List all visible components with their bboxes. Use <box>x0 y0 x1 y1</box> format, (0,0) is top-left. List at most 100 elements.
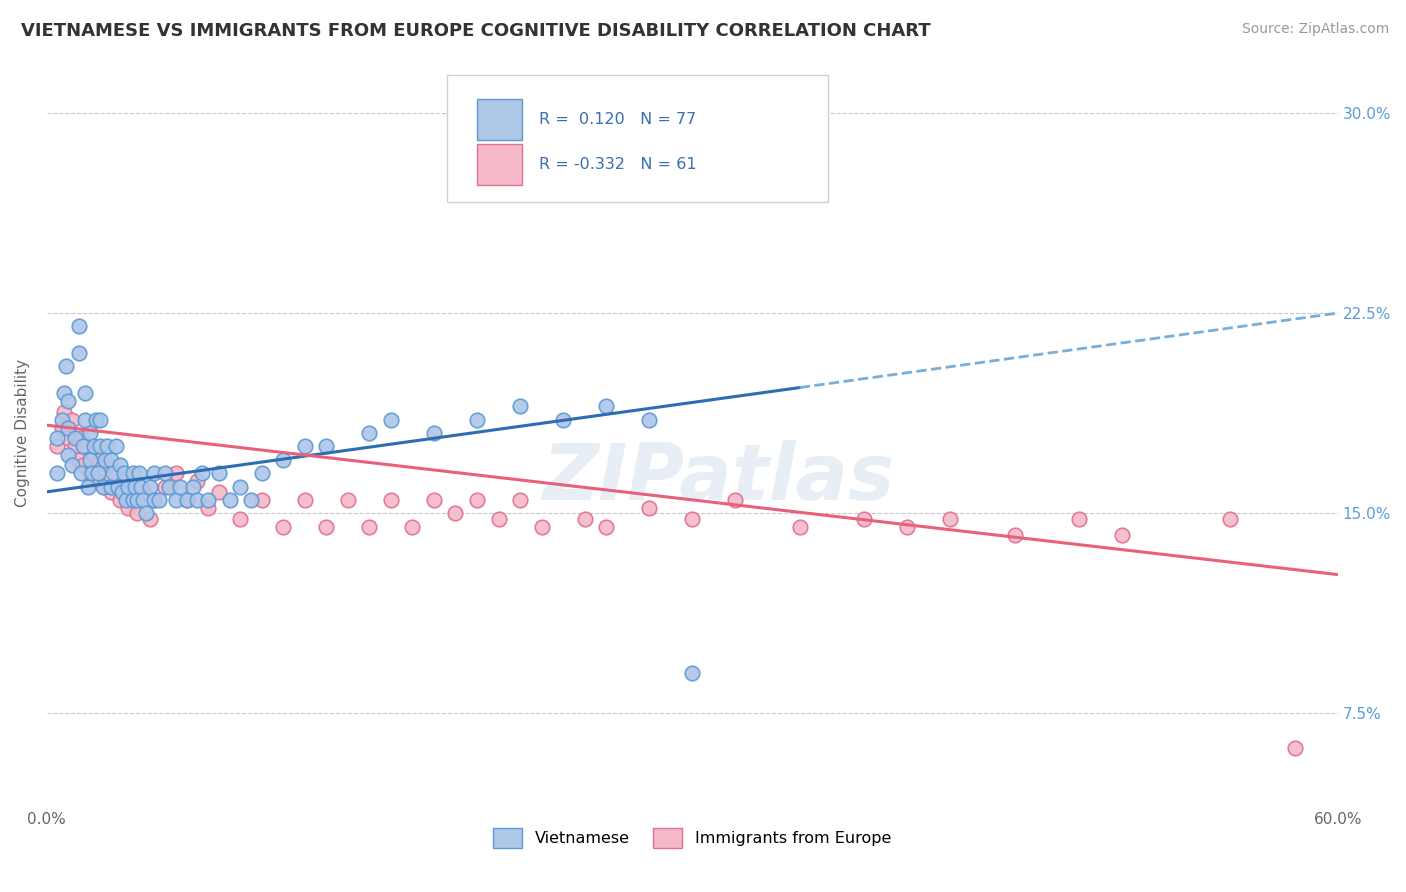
Point <box>574 511 596 525</box>
Point <box>96 440 118 454</box>
Point <box>681 511 703 525</box>
Point <box>72 458 94 472</box>
Text: R =  0.120   N = 77: R = 0.120 N = 77 <box>538 112 696 127</box>
Point <box>197 500 219 515</box>
Point <box>104 466 127 480</box>
Bar <box>477 99 522 140</box>
Point <box>616 146 638 161</box>
Point <box>509 400 531 414</box>
Text: ZIPatlas: ZIPatlas <box>541 440 894 516</box>
Point <box>229 511 252 525</box>
Point <box>1069 511 1091 525</box>
Point <box>79 466 101 480</box>
Point <box>176 492 198 507</box>
Point <box>111 484 134 499</box>
Point <box>208 484 231 499</box>
Point <box>75 413 97 427</box>
Point <box>83 448 105 462</box>
Point <box>153 479 176 493</box>
Y-axis label: Cognitive Disability: Cognitive Disability <box>15 359 30 508</box>
FancyBboxPatch shape <box>447 75 828 202</box>
Point <box>176 492 198 507</box>
Point <box>89 453 111 467</box>
Point <box>853 511 876 525</box>
Point <box>148 492 170 507</box>
Point <box>165 466 187 480</box>
Point <box>76 479 98 493</box>
Point <box>139 511 162 525</box>
Point <box>79 426 101 441</box>
Point <box>143 492 166 507</box>
Point <box>70 432 93 446</box>
Point <box>169 479 191 493</box>
Point <box>315 519 337 533</box>
Point <box>595 519 617 533</box>
Point <box>108 458 131 472</box>
Point <box>139 479 162 493</box>
Point <box>135 506 157 520</box>
Text: VIETNAMESE VS IMMIGRANTS FROM EUROPE COGNITIVE DISABILITY CORRELATION CHART: VIETNAMESE VS IMMIGRANTS FROM EUROPE COG… <box>21 22 931 40</box>
Point <box>444 506 467 520</box>
Point <box>79 453 101 467</box>
Point <box>359 426 381 441</box>
Point <box>87 466 110 480</box>
Text: R = -0.332   N = 61: R = -0.332 N = 61 <box>538 157 696 171</box>
Point <box>107 479 129 493</box>
Point <box>117 479 139 493</box>
Point <box>70 466 93 480</box>
Point <box>125 492 148 507</box>
Point <box>125 506 148 520</box>
Point <box>190 466 212 480</box>
Point <box>52 405 75 419</box>
Point <box>112 466 135 480</box>
Point <box>939 511 962 525</box>
Point <box>789 519 811 533</box>
Point <box>218 492 240 507</box>
Point <box>132 484 155 499</box>
Point <box>143 492 166 507</box>
Point <box>103 466 125 480</box>
Point <box>62 458 84 472</box>
Point <box>63 440 86 454</box>
Point <box>423 492 446 507</box>
Point <box>896 519 918 533</box>
Point <box>153 466 176 480</box>
Point <box>75 440 97 454</box>
Point <box>56 432 79 446</box>
Point <box>551 413 574 427</box>
Point <box>380 492 402 507</box>
Point <box>186 474 208 488</box>
Point <box>509 492 531 507</box>
Point <box>465 413 488 427</box>
Point <box>595 400 617 414</box>
Point <box>423 426 446 441</box>
Legend: Vietnamese, Immigrants from Europe: Vietnamese, Immigrants from Europe <box>486 822 898 855</box>
Point <box>250 492 273 507</box>
Point <box>80 466 103 480</box>
Point <box>681 666 703 681</box>
Point <box>1111 527 1133 541</box>
Point <box>294 440 316 454</box>
Point <box>124 479 146 493</box>
Point <box>359 519 381 533</box>
Point <box>111 474 134 488</box>
Point <box>46 440 69 454</box>
Point <box>724 492 747 507</box>
Point <box>380 413 402 427</box>
Point <box>128 466 150 480</box>
Point <box>100 484 122 499</box>
Point <box>72 440 94 454</box>
Point <box>294 492 316 507</box>
Point <box>94 479 117 493</box>
Point <box>56 448 79 462</box>
Text: Source: ZipAtlas.com: Source: ZipAtlas.com <box>1241 22 1389 37</box>
Point <box>52 386 75 401</box>
Point <box>121 492 143 507</box>
Point <box>229 479 252 493</box>
Point <box>1284 741 1306 756</box>
Point <box>83 440 105 454</box>
Point <box>181 479 204 493</box>
Point <box>51 421 73 435</box>
Point <box>465 492 488 507</box>
Point <box>67 453 90 467</box>
